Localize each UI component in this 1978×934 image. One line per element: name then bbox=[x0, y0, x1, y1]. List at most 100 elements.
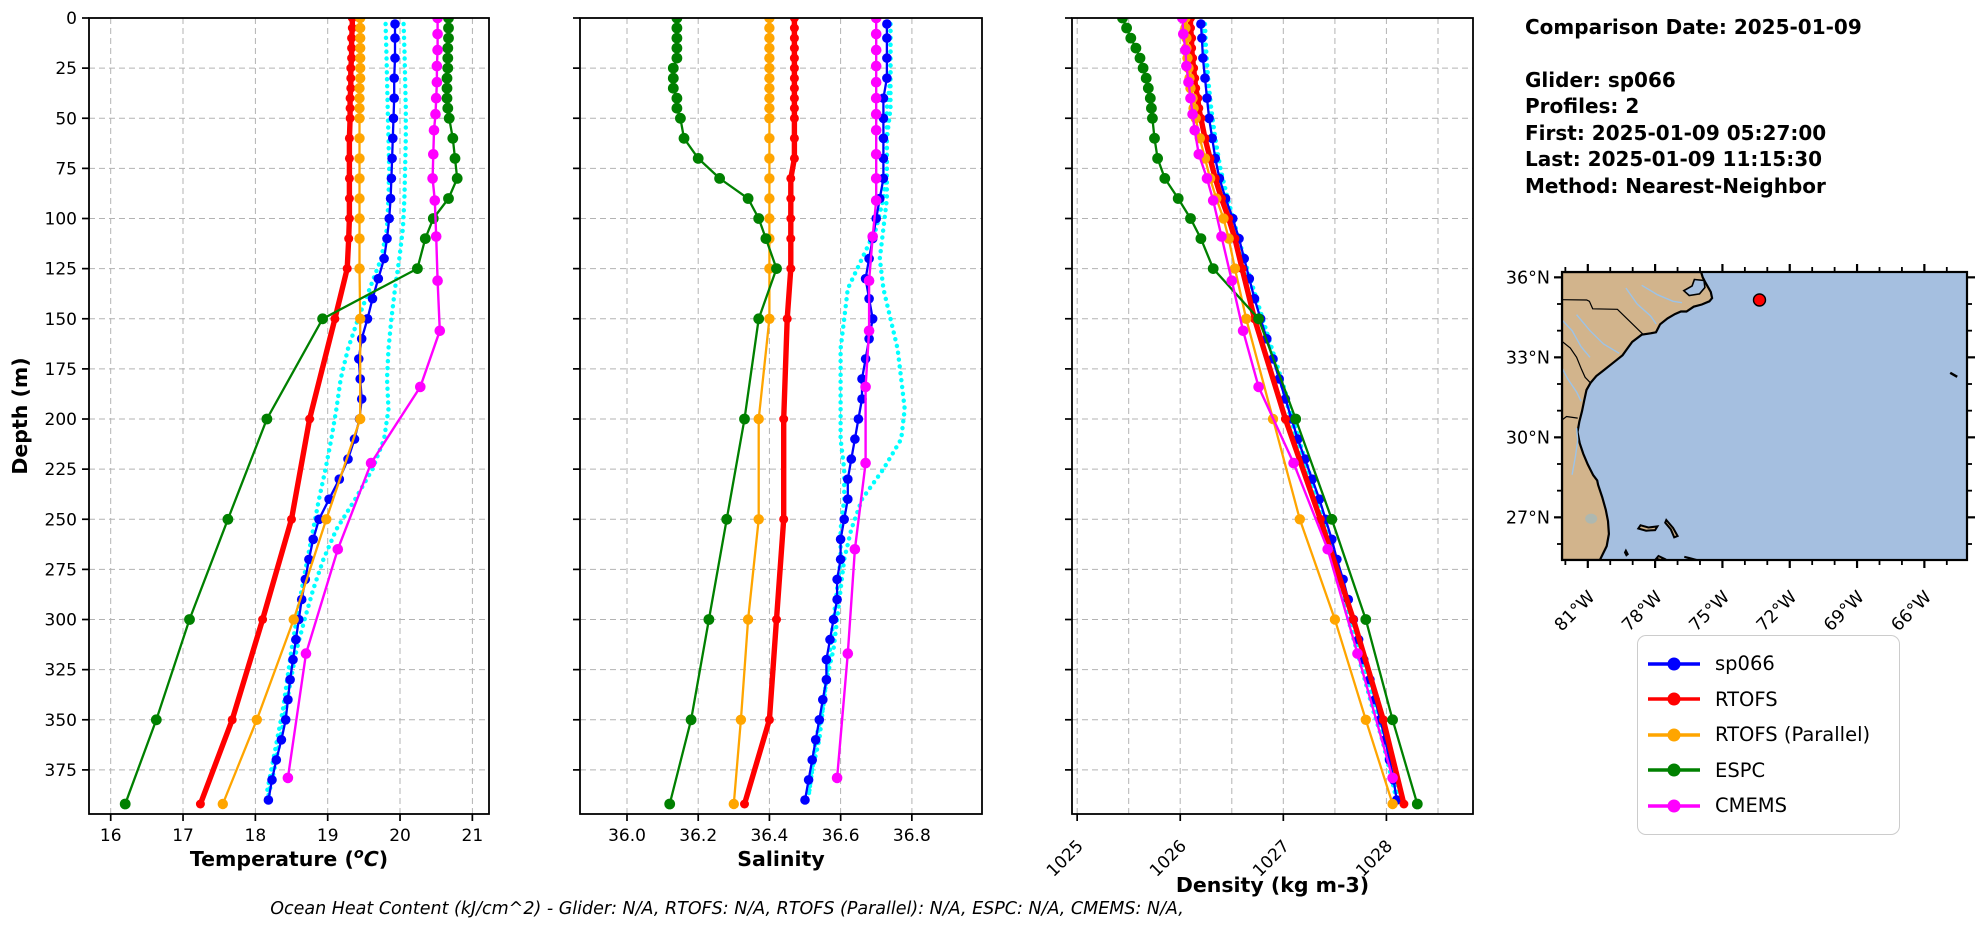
legend-label: RTOFS bbox=[1715, 687, 1778, 711]
legend-swatch-icon bbox=[1648, 657, 1700, 671]
y-tick-label: 75 bbox=[55, 159, 77, 179]
panel-salinity: 36.0 36.2 36.4 36.6 36.8 Salinity bbox=[573, 17, 983, 871]
map-lon-label: 69°W bbox=[1820, 587, 1868, 635]
x-tick-label: 36.4 bbox=[750, 826, 788, 846]
y-tick-label: 200 bbox=[45, 410, 77, 430]
series-ESPC bbox=[119, 18, 463, 810]
map-state-border bbox=[1562, 299, 1644, 335]
legend-label: CMEMS bbox=[1715, 794, 1787, 818]
map-river bbox=[1562, 367, 1582, 402]
map-river bbox=[1571, 427, 1579, 475]
y-tick-label: 125 bbox=[45, 260, 77, 280]
y-tick-label: 275 bbox=[45, 560, 77, 580]
x-tick-label: 16 bbox=[100, 826, 122, 846]
map-river bbox=[1641, 284, 1683, 304]
model-legend: sp066 RTOFS RTOFS (Parallel) ESPC CMEMS bbox=[1637, 635, 1900, 835]
glider-position-marker bbox=[1752, 293, 1767, 307]
series-glider-raw-1 bbox=[264, 21, 392, 799]
comparison-date: Comparison Date: 2025-01-09 bbox=[1525, 15, 1862, 39]
y-tick-label: 50 bbox=[55, 109, 77, 129]
map-sound bbox=[1682, 278, 1706, 297]
map-island bbox=[1636, 524, 1660, 532]
map-lat-label: 36°N bbox=[1506, 268, 1550, 288]
map-lon-label: 78°W bbox=[1618, 587, 1666, 635]
map-river bbox=[1576, 314, 1620, 354]
series-glider-raw-2 bbox=[806, 21, 907, 799]
map-land bbox=[1562, 272, 1714, 560]
panel-temperature: 16 17 18 19 20 21 0 25 50 75 100 125 150 175 200 225 250… bbox=[8, 9, 490, 871]
y-tick-label: 375 bbox=[45, 761, 77, 781]
y-tick-label: 0 bbox=[66, 9, 77, 29]
y-tick-label: 100 bbox=[45, 210, 77, 230]
x-tick-label: 20 bbox=[389, 826, 411, 846]
x-tick-label: 17 bbox=[172, 826, 194, 846]
x-tick-label: 19 bbox=[317, 826, 339, 846]
axis-label-density: Density (kg m-3) bbox=[1176, 873, 1369, 897]
info-first-time: First: 2025-01-09 05:27:00 bbox=[1525, 120, 1827, 145]
legend-swatch-icon bbox=[1648, 692, 1700, 706]
series-RTOFS-Parallel bbox=[728, 18, 775, 810]
x-tick-label: 21 bbox=[462, 826, 484, 846]
map-lon-label: 66°W bbox=[1888, 587, 1936, 635]
legend-entry-sp066: sp066 bbox=[1646, 646, 1899, 682]
info-last-time: Last: 2025-01-09 11:15:30 bbox=[1525, 147, 1823, 171]
series-CMEMS bbox=[831, 18, 882, 784]
x-tick-label: 1025 bbox=[1043, 836, 1088, 881]
x-tick-label: 18 bbox=[245, 826, 267, 846]
map-island bbox=[1664, 518, 1680, 539]
info-method: Method: Nearest-Neighbor bbox=[1525, 173, 1826, 198]
location-map: 36°N 33°N 30°N 27°N 81°W 78°W 75°W 72°W 69°W 66°W bbox=[1506, 264, 1975, 636]
legend-label: RTOFS (Parallel) bbox=[1715, 723, 1871, 747]
series-RTOFS-Parallel bbox=[217, 18, 366, 810]
x-tick-label: 36.0 bbox=[608, 826, 646, 846]
map-lake bbox=[1585, 513, 1598, 524]
legend-entry-cmems: CMEMS bbox=[1646, 788, 1899, 824]
series-glider-raw-2 bbox=[1202, 21, 1400, 799]
map-bermuda bbox=[1949, 371, 1958, 378]
x-tick-label: 36.6 bbox=[822, 826, 860, 846]
map-lon-label: 75°W bbox=[1686, 587, 1734, 635]
series-RTOFS bbox=[195, 18, 357, 809]
legend-swatch-icon bbox=[1648, 763, 1700, 777]
series-CMEMS bbox=[1177, 18, 1398, 784]
axis-label-temperature: Temperature (oC) bbox=[190, 846, 388, 871]
series-glider-raw-1 bbox=[806, 21, 893, 799]
info-spacer bbox=[1525, 41, 1965, 67]
map-lon-label: 81°W bbox=[1551, 587, 1599, 635]
series-sp066 bbox=[1196, 19, 1402, 805]
y-tick-label: 150 bbox=[45, 310, 77, 330]
y-tick-label: 175 bbox=[45, 360, 77, 380]
legend-entry-espc: ESPC bbox=[1646, 753, 1899, 789]
series-CMEMS bbox=[282, 18, 446, 784]
axis-label-depth: Depth (m) bbox=[8, 357, 32, 474]
x-tick-label: 36.2 bbox=[679, 826, 717, 846]
y-tick-label: 350 bbox=[45, 711, 77, 731]
series-ESPC bbox=[1117, 18, 1423, 810]
map-state-border bbox=[1562, 415, 1578, 421]
map-river bbox=[1625, 287, 1657, 325]
legend-entry-rtofs-parallel-: RTOFS (Parallel) bbox=[1646, 717, 1899, 753]
y-tick-label: 25 bbox=[55, 59, 77, 79]
y-tick-label: 250 bbox=[45, 510, 77, 530]
legend-swatch-icon bbox=[1648, 728, 1700, 742]
map-lat-label: 27°N bbox=[1506, 508, 1550, 528]
map-lat-label: 30°N bbox=[1506, 428, 1550, 448]
series-glider-raw-2 bbox=[266, 21, 408, 799]
map-island bbox=[1623, 548, 1629, 557]
y-tick-label: 300 bbox=[45, 611, 77, 631]
map-lon-label: 72°W bbox=[1753, 587, 1801, 635]
map-state-border bbox=[1562, 340, 1591, 384]
x-tick-label: 36.8 bbox=[893, 826, 931, 846]
info-profiles: Profiles: 2 bbox=[1525, 94, 1640, 118]
map-river bbox=[1562, 319, 1591, 358]
legend-entry-rtofs: RTOFS bbox=[1646, 682, 1899, 718]
series-RTOFS bbox=[1186, 18, 1409, 809]
ohc-caption: Ocean Heat Content (kJ/cm^2) - Glider: N… bbox=[270, 899, 1184, 919]
series-RTOFS bbox=[740, 18, 799, 809]
legend-swatch-icon bbox=[1648, 799, 1700, 813]
info-panel: Comparison Date: 2025-01-09 Glider: sp06… bbox=[1525, 14, 1965, 199]
series-ESPC bbox=[664, 18, 782, 810]
